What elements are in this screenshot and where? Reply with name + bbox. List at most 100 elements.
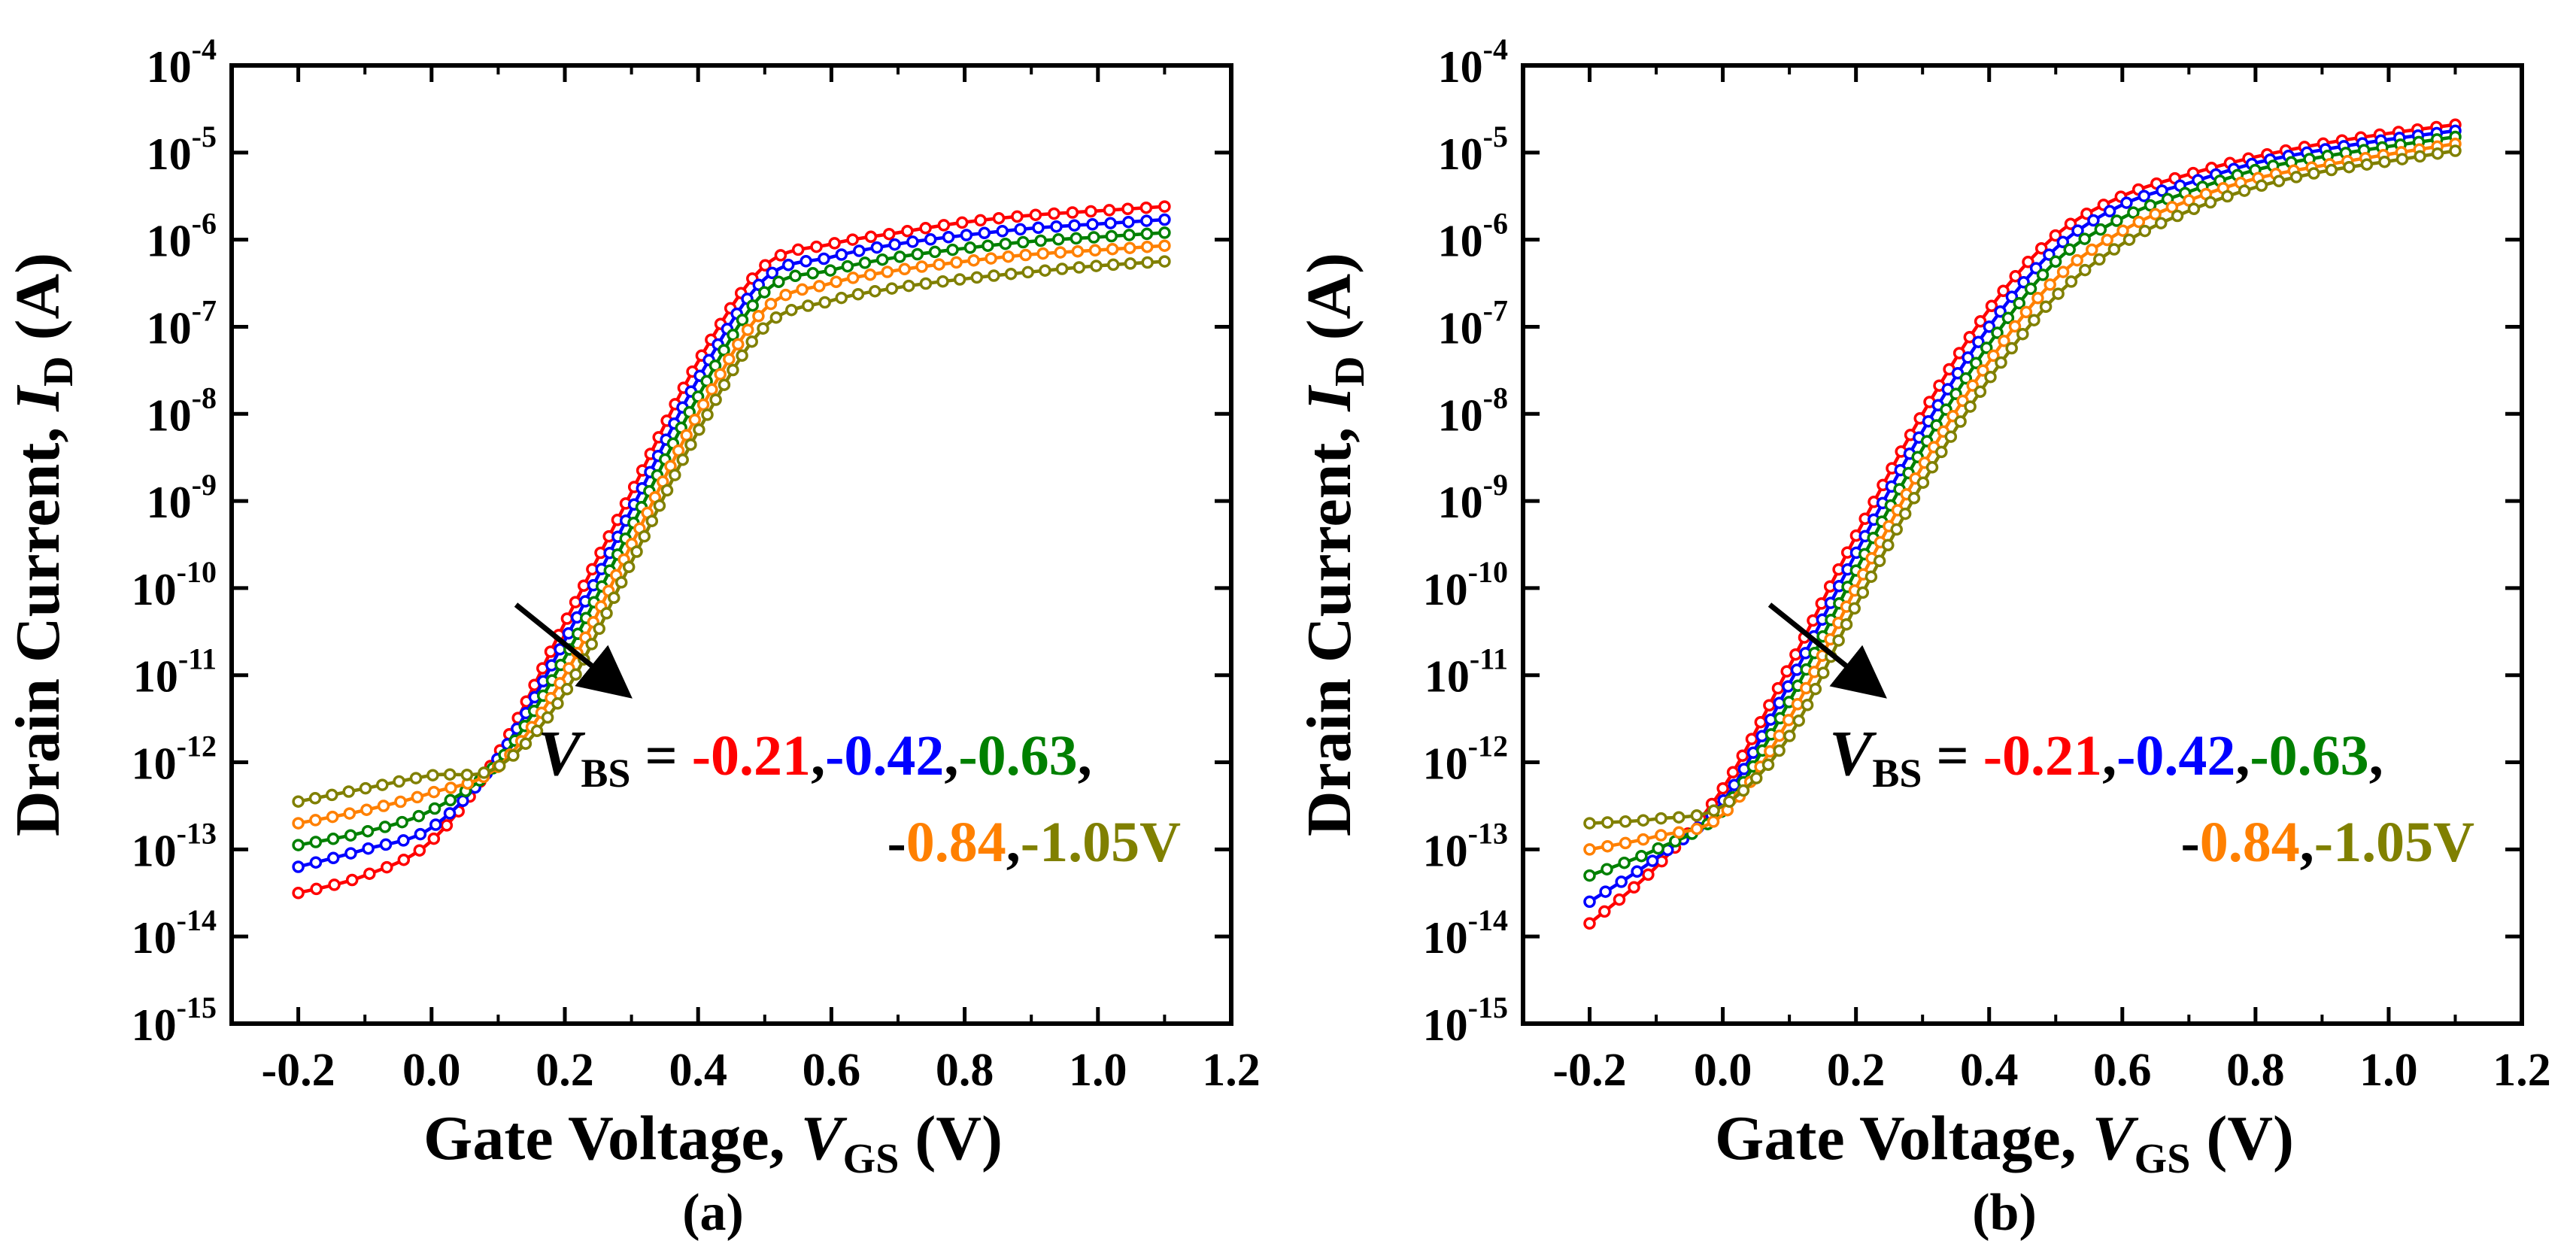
data-point — [875, 253, 889, 266]
y-tick-exponent: -14 — [177, 903, 217, 937]
data-point — [1088, 244, 1102, 257]
data-point — [1029, 208, 1042, 221]
data-point — [2005, 290, 2019, 303]
data-point — [835, 248, 848, 261]
data-point — [2204, 196, 2217, 209]
data-point — [2154, 217, 2168, 229]
y-tick-label: 10-13 — [132, 816, 217, 875]
data-point — [394, 795, 407, 809]
data-point — [680, 429, 693, 441]
data-point — [1123, 241, 1136, 254]
data-point — [1158, 200, 1171, 213]
data-point — [1002, 250, 1015, 263]
data-point — [359, 781, 372, 795]
data-point — [1615, 875, 1628, 888]
y-tick-base: 10 — [1438, 390, 1483, 440]
y-tick-exponent: -8 — [192, 381, 217, 414]
data-point — [2022, 256, 2034, 269]
data-point — [1039, 264, 1051, 277]
data-point — [2016, 327, 2029, 341]
data-point — [1972, 335, 1985, 348]
data-point — [1673, 826, 1685, 839]
data-point — [2039, 300, 2053, 314]
data-point — [1848, 602, 1861, 615]
data-point — [577, 579, 590, 592]
data-point — [1690, 809, 1704, 822]
plot-frame — [229, 63, 1233, 1026]
data-point — [789, 269, 802, 283]
data-point — [1916, 476, 1930, 489]
data-point — [2449, 144, 2462, 157]
data-point — [2078, 232, 2091, 245]
y-axis-label: Drain Current, ID (A) — [3, 253, 82, 836]
data-point — [1771, 681, 1785, 695]
data-point — [1983, 320, 1996, 333]
data-point — [851, 287, 865, 301]
data-point — [1140, 214, 1153, 227]
data-point — [985, 252, 997, 265]
data-point — [1791, 698, 1804, 711]
y-tick-label: 10-7 — [1438, 293, 1508, 353]
data-point — [1068, 219, 1081, 232]
space — [899, 1103, 915, 1173]
y-tick-base: 10 — [147, 217, 192, 266]
data-point — [309, 836, 323, 848]
data-point — [445, 781, 457, 794]
data-point — [870, 241, 884, 254]
x-axis-label-sub: GS — [2135, 1136, 2191, 1182]
data-point — [2272, 174, 2286, 188]
y-tick-exponent: -7 — [1483, 293, 1508, 327]
data-point — [361, 824, 375, 838]
y-tick-base: 10 — [1425, 652, 1470, 702]
data-point — [460, 768, 474, 781]
data-point — [1890, 523, 1903, 536]
data-point — [953, 273, 966, 286]
data-point — [757, 322, 769, 335]
y-tick-exponent: -11 — [178, 642, 217, 676]
data-point — [638, 529, 651, 543]
data-point — [718, 378, 731, 391]
series-vbs-m0p42 — [1583, 124, 2462, 909]
data-point — [1052, 233, 1065, 246]
data-point — [1103, 204, 1116, 217]
data-point — [1004, 267, 1018, 281]
data-point — [360, 803, 373, 816]
data-point — [978, 226, 991, 240]
y-tick-label: 10-10 — [1423, 555, 1508, 614]
data-point — [1726, 766, 1740, 779]
series-line — [298, 259, 1165, 803]
y-tick-label: 10-11 — [1425, 642, 1508, 702]
data-point — [1637, 833, 1650, 846]
y-tick-label: 10-14 — [1423, 903, 1508, 963]
data-point — [560, 612, 574, 625]
data-point — [858, 256, 872, 269]
data-point — [585, 638, 598, 651]
y-tick-exponent: -10 — [1468, 555, 1508, 589]
data-point — [427, 832, 441, 845]
data-point — [723, 353, 736, 366]
data-point — [507, 749, 520, 762]
data-point — [478, 766, 490, 779]
data-point — [292, 839, 305, 851]
data-point — [1974, 315, 1987, 328]
data-point — [1158, 213, 1171, 226]
data-point — [781, 259, 795, 272]
data-point — [2056, 265, 2070, 278]
data-point — [2009, 270, 2022, 283]
data-point — [362, 842, 375, 855]
data-point — [2122, 233, 2136, 246]
panel-label: (a) — [682, 1184, 744, 1242]
x-tick-label: -0.2 — [1552, 1045, 1626, 1096]
data-point — [937, 219, 951, 232]
data-point — [1106, 242, 1119, 256]
data-point — [1070, 232, 1083, 245]
y-tick-exponent: -4 — [192, 32, 217, 66]
y-tick-label: 10-9 — [1438, 468, 1508, 527]
data-point — [1034, 234, 1047, 247]
data-point — [736, 349, 748, 363]
data-point — [2005, 341, 2018, 355]
data-point — [2044, 278, 2056, 291]
y-tick-label: 10-6 — [147, 207, 217, 266]
data-point — [1655, 812, 1667, 825]
data-point — [1763, 699, 1776, 712]
